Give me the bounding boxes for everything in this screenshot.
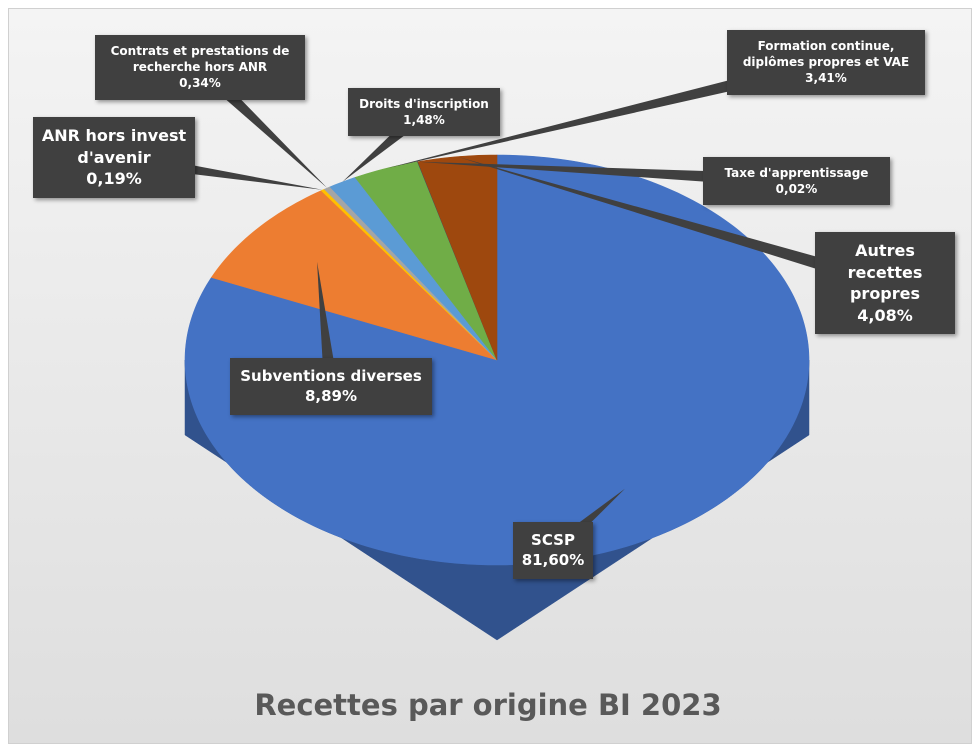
- slice: [210, 190, 498, 361]
- label-value: 81,60%: [521, 551, 585, 570]
- label-category: Subventions diverses: [240, 367, 422, 385]
- label-category: Contrats et prestations de recherche hor…: [110, 44, 290, 75]
- leader: [457, 156, 887, 290]
- data-label: ANR hors invest d'avenir 0,19%: [33, 117, 195, 198]
- data-label: SCSP 81,60%: [513, 522, 593, 579]
- label-value: 3,41%: [805, 71, 847, 86]
- label-value: 1,48%: [403, 113, 445, 128]
- leaders: [112, 55, 887, 556]
- data-label: Taxe d'apprentissage 0,02%: [703, 157, 890, 206]
- label-category: Taxe d'apprentissage: [724, 166, 869, 180]
- leader: [317, 261, 338, 388]
- label-category: ANR hors invest d'avenir: [41, 126, 187, 167]
- label-value: 8,89%: [304, 387, 358, 406]
- data-label: Autres recettes propres 4,08%: [815, 232, 955, 335]
- slice: [417, 154, 498, 361]
- data-label: Formation continue, diplômes propres et …: [727, 30, 925, 95]
- slice: [329, 177, 498, 361]
- label-category: Formation continue, diplômes propres et …: [742, 39, 910, 70]
- label-value: 0,19%: [86, 169, 142, 189]
- leader: [385, 55, 828, 169]
- label-category: SCSP: [531, 531, 575, 549]
- chart-title: Recettes par origine BI 2023: [254, 688, 722, 722]
- label-value: 0,34%: [179, 76, 221, 91]
- label-category: Autres recettes propres: [847, 241, 923, 304]
- leader: [417, 161, 797, 188]
- slice: [354, 161, 498, 361]
- pie-top: [184, 154, 810, 566]
- data-label: Contrats et prestations de recherche hor…: [95, 35, 305, 100]
- data-label: Subventions diverses 8,89%: [230, 358, 432, 415]
- label-value: 4,08%: [857, 305, 913, 325]
- data-label: Droits d'inscription 1,48%: [348, 88, 500, 137]
- label-value: 0,02%: [775, 182, 818, 197]
- label-category: Droits d'inscription: [359, 97, 489, 111]
